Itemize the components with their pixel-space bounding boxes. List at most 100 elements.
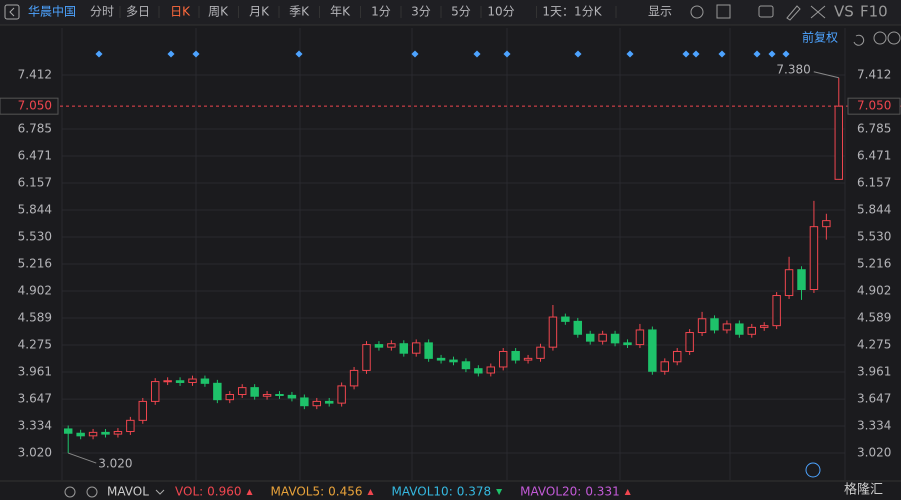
candle-body (511, 350, 520, 361)
candle-body (287, 394, 297, 399)
candle-body (449, 359, 458, 363)
y-tick-label-right: 6.785 (857, 121, 891, 135)
candle-body (262, 394, 272, 397)
tab[interactable]: 季K (289, 5, 310, 19)
candle-body (163, 380, 172, 383)
y-tick-label-right: 4.902 (857, 284, 891, 298)
f10-button[interactable]: F10 (860, 3, 888, 21)
candle-body (324, 400, 334, 404)
candle-body (374, 344, 384, 348)
tab[interactable]: 1分 (371, 5, 391, 19)
candle-body (660, 361, 670, 372)
candle-body (225, 394, 235, 401)
y-tick-label-left: 5.216 (18, 257, 52, 271)
candle-body (76, 432, 85, 437)
y-tick-label-left: 5.530 (18, 230, 52, 244)
event-marker[interactable] (692, 50, 700, 58)
volume-trend (367, 489, 374, 495)
candle-body (250, 387, 259, 397)
vol-close-icon[interactable] (86, 486, 98, 498)
event-marker[interactable] (682, 50, 690, 58)
event-marker[interactable] (768, 50, 776, 58)
tab[interactable]: 显示 (648, 5, 672, 19)
event-marker[interactable] (574, 50, 582, 58)
y-tick-label-left: 6.785 (18, 121, 52, 135)
candle-body (759, 325, 769, 328)
tab[interactable]: 多日 (126, 5, 150, 19)
y-tick-label-right: 4.275 (857, 338, 891, 352)
event-marker[interactable] (167, 50, 175, 58)
candle-body (697, 318, 707, 334)
zoom-in-icon[interactable] (887, 31, 901, 45)
candle-body (797, 269, 806, 291)
candle-body (747, 326, 757, 335)
event-marker[interactable] (295, 50, 303, 58)
volume-dropdown (155, 489, 165, 495)
candle-body (635, 329, 645, 346)
stock-name[interactable]: 华晨中国 (28, 4, 76, 19)
event-marker[interactable] (503, 50, 511, 58)
y-tick-label-left: 5.844 (18, 202, 52, 216)
event-icon[interactable] (805, 462, 821, 478)
pen-icon[interactable] (786, 5, 801, 21)
tab[interactable]: 年K (330, 5, 351, 19)
event-marker[interactable] (718, 50, 726, 58)
event-marker[interactable] (411, 50, 419, 58)
candle-body (610, 333, 620, 344)
tab[interactable]: 月K (249, 5, 270, 19)
candle-body (200, 378, 210, 384)
tab[interactable]: 10分 (487, 5, 514, 19)
tab[interactable]: 5分 (451, 5, 471, 19)
tab[interactable]: 日K (170, 5, 191, 19)
y-tick-label-left: 3.334 (18, 419, 52, 433)
volume-value: 0.378 (457, 485, 491, 499)
candle-body (126, 419, 135, 433)
checkbox-icon[interactable] (716, 4, 731, 19)
tab[interactable]: 3分 (411, 5, 431, 19)
watermark: 格隆汇 (844, 482, 883, 498)
y-tick-label-left: 4.589 (18, 310, 52, 324)
event-marker[interactable] (626, 50, 634, 58)
y-tick-label-left: 4.902 (18, 284, 52, 298)
event-marker[interactable] (473, 50, 481, 58)
vol-settings-icon[interactable] (64, 486, 76, 498)
candle-body (685, 332, 694, 352)
right-icons (64, 4, 901, 498)
camera-icon[interactable] (758, 5, 774, 18)
back-icon[interactable] (4, 4, 20, 20)
volume-trend (624, 489, 631, 495)
candle-body (598, 333, 607, 342)
candle-body (237, 387, 247, 396)
y-tick-label-right: 3.647 (857, 392, 891, 406)
settings-icon[interactable] (690, 5, 704, 19)
y-tick-label-right: 3.334 (857, 419, 891, 433)
candle-body (349, 369, 359, 387)
volume-name: MAVOL5: (271, 485, 325, 499)
y-tick-label-right: 3.961 (857, 365, 891, 379)
event-marker[interactable] (782, 50, 790, 58)
tab[interactable]: 周K (208, 5, 229, 19)
y-tick-label-right: 6.471 (857, 149, 891, 163)
expand-icon[interactable] (810, 5, 826, 19)
last-price-box-left (0, 97, 59, 115)
volume-title[interactable]: MAVOL (107, 485, 149, 499)
undo-icon[interactable] (853, 34, 865, 46)
volume-value: 0.331 (585, 485, 619, 499)
tab[interactable]: 1天：1分K (542, 5, 602, 19)
candle-body (672, 350, 682, 363)
adjust-mode[interactable]: 前复权 (802, 30, 838, 45)
zoom-out-icon[interactable] (873, 31, 887, 45)
candle-body (561, 316, 570, 322)
y-tick-label-right: 5.216 (857, 257, 891, 271)
event-marker[interactable] (192, 50, 200, 58)
vs-button[interactable]: VS (834, 3, 854, 21)
volume-name: VOL: (175, 485, 203, 499)
y-tick-label-right: 6.157 (857, 176, 891, 190)
min-label: 3.020 (98, 457, 132, 471)
volume-trend (246, 489, 253, 495)
candle-body (436, 357, 446, 361)
tab[interactable]: 分时 (90, 5, 114, 19)
y-tick-label-left: 6.471 (18, 149, 52, 163)
event-marker[interactable] (95, 50, 103, 58)
event-marker[interactable] (753, 50, 761, 58)
